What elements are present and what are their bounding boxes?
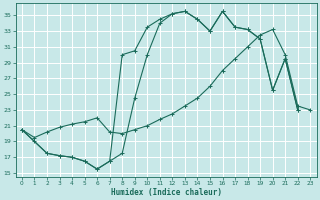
X-axis label: Humidex (Indice chaleur): Humidex (Indice chaleur) <box>111 188 221 197</box>
